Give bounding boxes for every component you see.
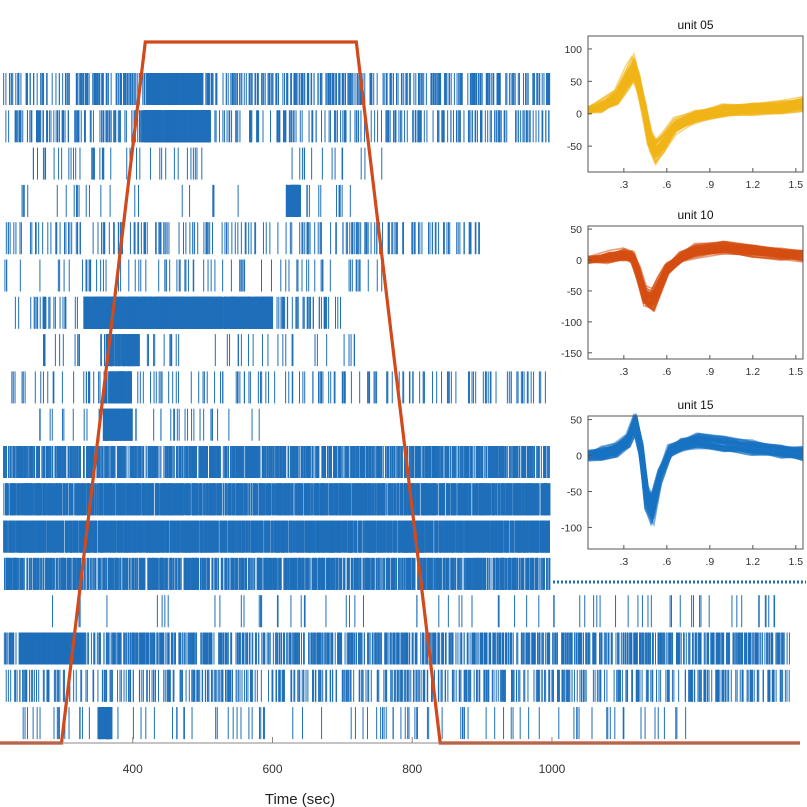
spike-row-unit-8 (43, 334, 355, 367)
spike-row-unit-1 (3, 73, 551, 105)
spike-row-unit-4 (21, 184, 351, 217)
spike-row-unit-5 (5, 222, 480, 255)
spike-row-unit-12 (3, 483, 551, 516)
spike-row-unit-11 (3, 446, 550, 478)
spike-row-unit-10 (39, 408, 260, 441)
spike-row-unit-9 (11, 371, 546, 404)
spike-row-unit-7 (14, 296, 341, 329)
spike-row-unit-3 (32, 147, 383, 180)
spike-row-unit-6 (4, 259, 383, 292)
spike-row-unit-2 (5, 110, 550, 143)
